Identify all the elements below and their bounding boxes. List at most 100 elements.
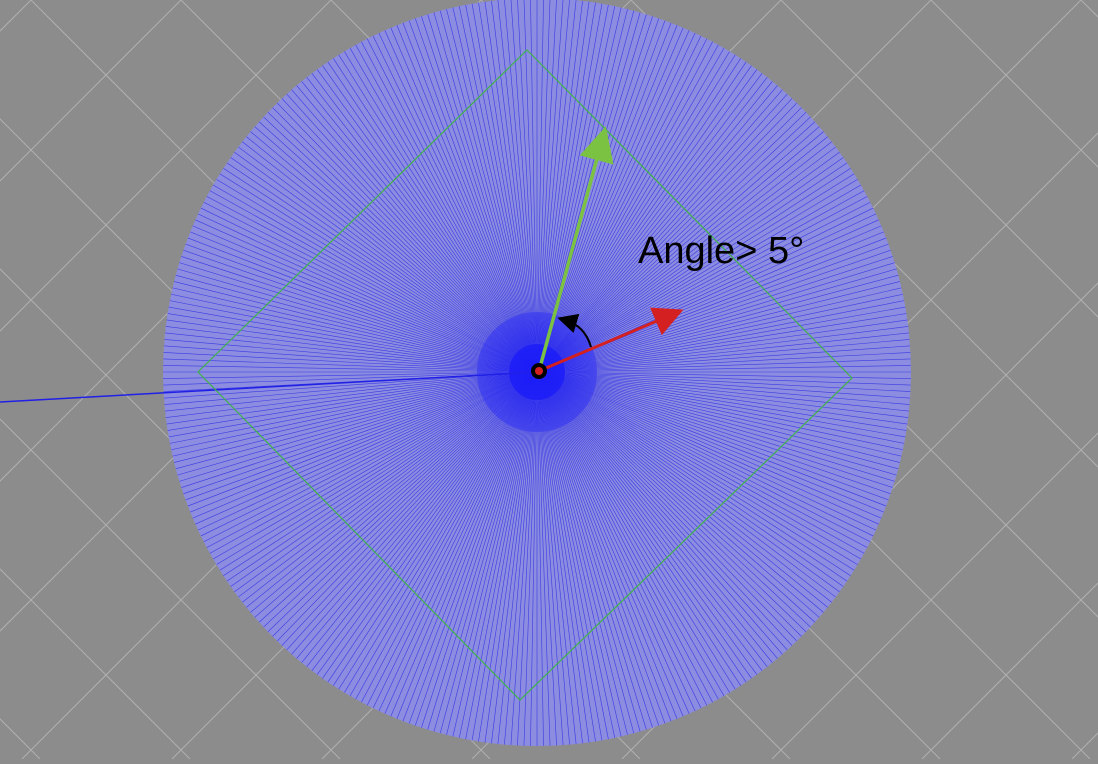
ray-line bbox=[166, 371, 538, 458]
ray-line bbox=[438, 4, 538, 373]
ray-line bbox=[536, 4, 636, 373]
ray-line bbox=[214, 371, 538, 574]
ray-line bbox=[536, 371, 911, 386]
ray-line bbox=[536, 371, 903, 478]
ray-line bbox=[536, 371, 911, 439]
grid-line bbox=[0, 0, 332, 332]
ray-line bbox=[536, 299, 911, 373]
ray-line bbox=[536, 371, 761, 680]
ray-line bbox=[221, 371, 538, 585]
ray-line bbox=[282, 89, 538, 373]
ray-line bbox=[536, 371, 833, 612]
origin-dot-highlight bbox=[535, 367, 543, 375]
ray-line bbox=[536, 211, 882, 373]
ray-line bbox=[168, 279, 538, 373]
ray-line bbox=[536, 273, 905, 373]
ray-line bbox=[394, 371, 538, 725]
ray-line bbox=[536, 98, 802, 373]
ray-line bbox=[536, 0, 591, 373]
ray-line bbox=[182, 371, 538, 509]
ray-line bbox=[536, 235, 892, 373]
red-arrow[interactable] bbox=[538, 307, 684, 373]
ray-line bbox=[536, 371, 722, 705]
ray-line bbox=[536, 371, 870, 557]
grid-line bbox=[930, 0, 1098, 168]
ray-line bbox=[329, 53, 538, 373]
ray-line bbox=[470, 0, 538, 373]
ray-line bbox=[425, 371, 538, 736]
ray-line bbox=[536, 371, 860, 574]
ray-line bbox=[413, 371, 538, 732]
ray-line bbox=[536, 371, 856, 580]
ray-line bbox=[536, 371, 728, 702]
ray-line bbox=[318, 60, 538, 373]
ray-line bbox=[536, 358, 911, 373]
ray-line bbox=[438, 371, 538, 740]
ray-line bbox=[536, 371, 901, 484]
ray-line bbox=[258, 371, 538, 632]
ray-line bbox=[457, 0, 538, 373]
ray-line bbox=[536, 371, 584, 746]
ray-line bbox=[211, 371, 538, 568]
ray-line bbox=[536, 0, 578, 373]
ray-line bbox=[388, 371, 538, 722]
ray-line bbox=[536, 371, 558, 746]
ray-line bbox=[168, 371, 538, 465]
ray-line bbox=[536, 0, 544, 373]
green-arrow[interactable] bbox=[537, 126, 614, 372]
angle-label: Angle> 5° bbox=[638, 230, 804, 272]
ray-line bbox=[536, 371, 867, 563]
ray-line bbox=[536, 371, 551, 746]
ray-line bbox=[536, 0, 551, 373]
horizon-line bbox=[0, 371, 538, 403]
ray-line bbox=[536, 371, 849, 591]
ray-line bbox=[536, 371, 911, 419]
ray-line bbox=[297, 371, 538, 668]
ray-line bbox=[536, 371, 905, 471]
ray-line bbox=[201, 193, 538, 373]
ray-line bbox=[536, 371, 597, 746]
ray-line bbox=[171, 371, 538, 478]
ray-line bbox=[470, 371, 538, 746]
ray-line bbox=[171, 266, 538, 373]
ray-line bbox=[406, 14, 538, 373]
ray-line bbox=[536, 19, 680, 373]
ray-line bbox=[536, 0, 564, 373]
ray-line bbox=[536, 371, 911, 406]
ray-line bbox=[536, 371, 802, 646]
ray-line bbox=[530, 0, 538, 373]
ray-line bbox=[192, 211, 538, 373]
ray-line bbox=[536, 0, 558, 373]
ray-line bbox=[163, 371, 538, 426]
ray-line bbox=[346, 371, 538, 702]
ray-line bbox=[536, 371, 897, 496]
ray-line bbox=[376, 371, 538, 717]
ray-line bbox=[536, 112, 816, 373]
ray-line bbox=[169, 371, 538, 471]
ray-line bbox=[413, 12, 538, 373]
ray-line bbox=[308, 371, 538, 676]
ray-line bbox=[237, 371, 538, 607]
ray-line bbox=[163, 371, 538, 432]
ray-line bbox=[163, 371, 538, 399]
ray-line bbox=[268, 371, 538, 641]
ray-line bbox=[163, 338, 538, 373]
ray-line bbox=[536, 371, 544, 746]
ray-line bbox=[536, 371, 911, 445]
grid-line bbox=[921, 582, 1098, 760]
ray-line bbox=[263, 371, 538, 637]
ray-line bbox=[536, 14, 668, 373]
ray-line bbox=[451, 1, 538, 373]
ray-line bbox=[272, 371, 538, 646]
radial-rays bbox=[163, 0, 911, 746]
ray-line bbox=[184, 229, 538, 373]
ray-line bbox=[229, 148, 538, 373]
ray-line bbox=[198, 199, 538, 373]
ray-line bbox=[204, 187, 538, 373]
ray-line bbox=[536, 103, 806, 373]
ray-line bbox=[254, 371, 538, 627]
ray-line bbox=[536, 312, 911, 373]
ray-line bbox=[297, 76, 538, 373]
ray-line bbox=[179, 371, 538, 503]
